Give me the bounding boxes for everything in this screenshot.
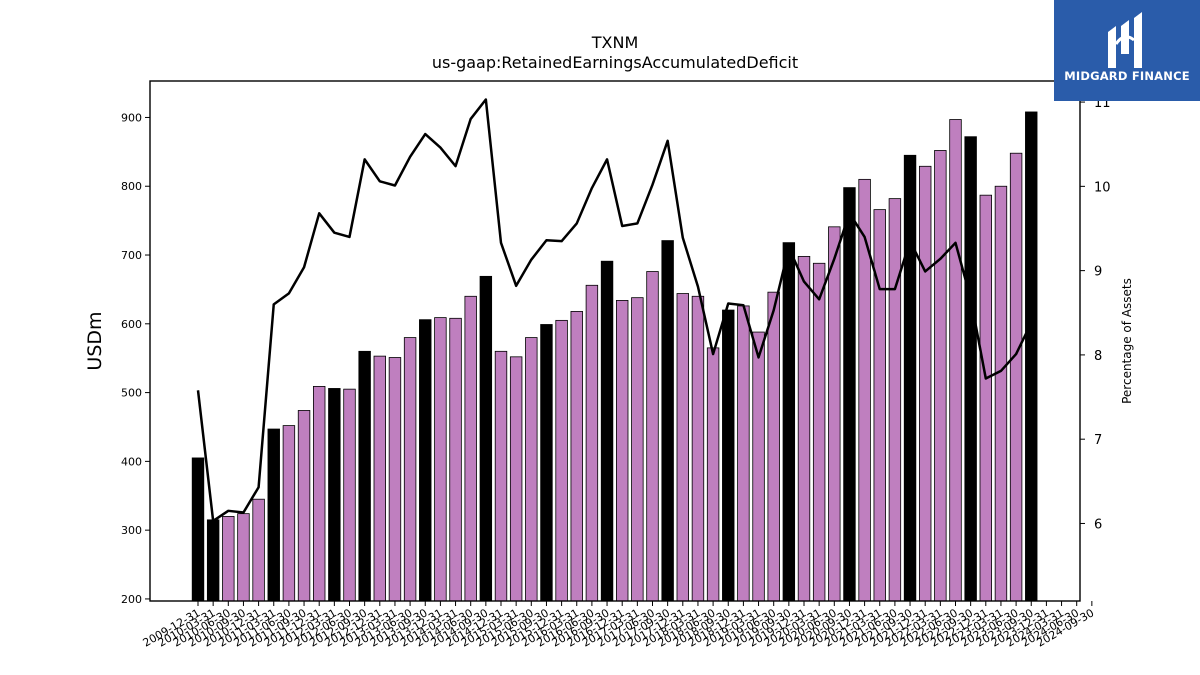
bar <box>222 516 235 602</box>
bar <box>312 385 326 602</box>
bar <box>267 428 280 602</box>
bar <box>525 337 538 602</box>
logo-text: MIDGARD FINANCE <box>1064 69 1190 83</box>
bar <box>343 388 356 602</box>
y2-tick-label: 6 <box>1094 517 1102 532</box>
bar <box>297 410 311 602</box>
bar <box>631 297 644 602</box>
bar <box>706 347 720 602</box>
bar <box>646 271 659 602</box>
bar <box>1009 152 1023 602</box>
bar <box>979 194 993 602</box>
bar <box>843 187 856 602</box>
bar <box>797 255 811 602</box>
x-axis: 2009-12-312010-03-312010-06-302010-09-30… <box>141 601 1096 650</box>
y-tick-label: 600 <box>121 318 142 331</box>
left-axis: 200 300 400 500 600 700 800 900 <box>121 111 150 606</box>
bar <box>419 319 432 602</box>
bar <box>737 305 750 602</box>
bar <box>888 198 902 602</box>
bar <box>449 317 462 602</box>
y-tick-label: 300 <box>121 524 142 537</box>
y2-tick-label: 8 <box>1094 349 1102 364</box>
y-tick-label: 400 <box>121 455 142 468</box>
y2-tick-label: 7 <box>1094 433 1102 448</box>
bar <box>676 293 690 602</box>
bar <box>661 240 674 602</box>
bar <box>903 154 917 602</box>
y2-tick-label: 10 <box>1094 180 1111 195</box>
bar <box>509 356 523 602</box>
bar <box>358 350 371 602</box>
y2-tick-label: 9 <box>1094 265 1102 280</box>
bar <box>994 185 1008 602</box>
bar <box>964 136 977 602</box>
bar <box>873 209 886 602</box>
bar <box>570 311 583 602</box>
bar <box>434 317 447 602</box>
bar <box>828 226 841 602</box>
midgard-logo-icon <box>1108 12 1142 68</box>
bar <box>282 425 296 602</box>
bar <box>767 291 780 602</box>
bar <box>479 275 493 602</box>
bar <box>949 119 962 602</box>
bar <box>616 300 629 602</box>
bar-series <box>191 111 1038 602</box>
bar <box>782 242 796 602</box>
y-tick-label: 200 <box>121 593 142 606</box>
bar <box>328 388 341 602</box>
y-tick-label: 800 <box>121 180 142 193</box>
bar <box>206 519 220 602</box>
bar <box>191 457 205 602</box>
bar <box>934 150 947 602</box>
bar <box>1025 111 1038 602</box>
bar <box>812 262 826 602</box>
bar <box>858 178 871 602</box>
y-tick-label: 900 <box>121 111 142 124</box>
y-tick-label: 500 <box>121 387 142 400</box>
y2-axis-label: Percentage of Assets <box>1120 278 1134 404</box>
bar <box>600 260 614 602</box>
line-series <box>196 98 1033 523</box>
y-axis-label: USDm <box>84 311 106 370</box>
bar <box>494 350 508 602</box>
chart-subtitle: us-gaap:RetainedEarningsAccumulatedDefic… <box>432 53 798 72</box>
bar <box>919 165 932 602</box>
bar <box>540 324 553 602</box>
bar <box>722 309 735 602</box>
bar <box>752 331 765 602</box>
bar <box>555 319 568 602</box>
bar <box>388 357 402 602</box>
chart-title: TXNM <box>591 33 639 52</box>
bar <box>464 295 477 602</box>
bar <box>403 337 417 602</box>
bar <box>373 355 387 602</box>
brand-logo: MIDGARD FINANCE <box>1054 0 1200 101</box>
plot-frame <box>149 80 1081 602</box>
y-tick-label: 700 <box>121 249 142 262</box>
bar <box>585 284 599 602</box>
bar <box>691 295 705 602</box>
bar <box>237 513 250 602</box>
bar <box>252 498 265 602</box>
percentage-line <box>196 98 1033 523</box>
